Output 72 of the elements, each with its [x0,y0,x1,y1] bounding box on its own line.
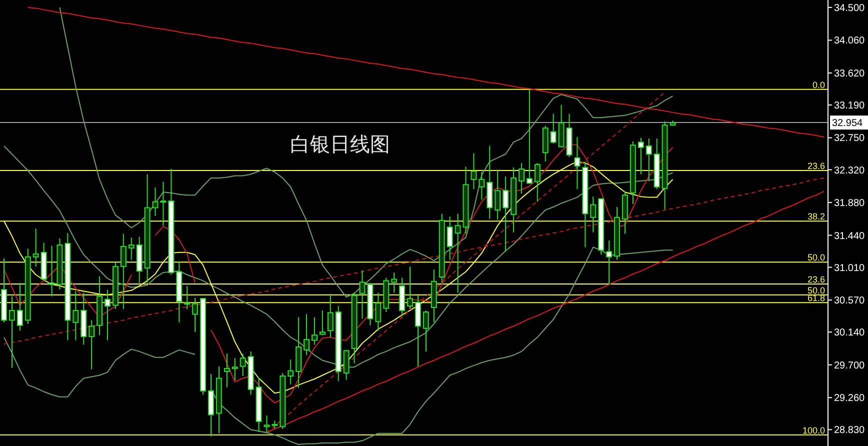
candlestick [104,289,110,341]
candlestick [264,414,270,434]
annotation: 38.2 [807,212,825,222]
candlestick [32,228,39,268]
y-tick-label: 32.750 [834,133,866,144]
annotation: 50.0 [807,285,825,296]
candlestick [422,310,429,352]
text: 白银日线图 [290,132,390,156]
candlestick [526,88,532,184]
candlestick [590,196,596,233]
candlestick [327,294,334,338]
y-tick-label: 28.830 [834,425,866,436]
y-tick-label: 33.190 [834,100,866,112]
line-series [59,6,674,298]
candlestick [160,181,166,226]
candlestick [494,170,501,220]
candlestick [224,353,230,388]
y-tick-label: 34.500 [834,2,866,14]
candlestick [622,190,628,234]
y-tick-label: 33.620 [834,68,866,80]
candlestick [16,282,23,332]
line-series [266,190,825,434]
candlestick [638,137,644,175]
candlestick [48,245,55,297]
candlestick [192,297,198,333]
candlestick [534,162,540,202]
candlestick [232,358,238,381]
candlestick [646,138,652,182]
annotation: 0.0 [812,80,825,90]
candlestick [312,316,318,346]
y-tick-label: 32.320 [834,165,866,176]
candlestick [8,296,15,368]
candlestick [454,213,461,294]
candlestick [574,136,580,190]
candlestick [470,152,477,190]
y-tick-label: 31.440 [834,230,866,242]
candlestick [502,176,509,252]
candlestick [319,310,326,336]
candlestick [558,104,564,148]
annotation: 23.6 [807,161,825,172]
candlestick [407,266,413,310]
annotation: 23.6 [807,274,825,285]
candlestick [415,295,421,367]
candlestick [128,237,134,260]
candlestick [359,270,366,320]
candlestick [606,240,612,285]
y-tick-label: 29.260 [834,393,866,404]
y-tick-label: 29.700 [834,360,866,372]
candlestick [343,349,350,380]
y-tick-label: 31.010 [834,262,866,274]
candlestick [478,171,485,200]
annotation: 100.0 [802,425,825,436]
annotation: 50.0 [807,252,825,263]
candlestick [88,320,95,370]
y-tick-label: 31.880 [834,198,866,210]
candlestick [72,290,79,341]
candlestick [518,162,524,194]
y-tick-label: 34.060 [834,36,866,47]
candlestick [375,292,382,332]
candlestick [120,233,126,310]
candlestick [288,359,294,385]
y-tick-label: 30.140 [834,328,866,339]
candlestick [446,216,453,260]
y-tick-label: 30.570 [834,296,866,307]
candlestick [304,314,310,356]
candlestick [240,353,246,377]
annotation: 61.8 [807,293,825,304]
candlestick [550,113,556,144]
candlestick [391,272,398,294]
candlestick [208,373,214,437]
candlestick [184,285,190,310]
ref-line-label: 32.954 [832,118,864,130]
